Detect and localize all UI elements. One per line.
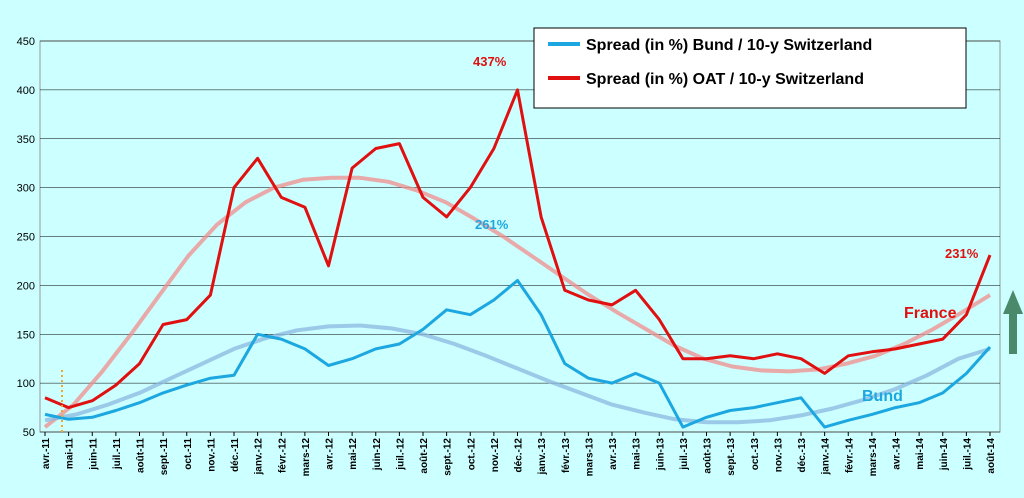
x-tick-label: déc.-12 (514, 438, 525, 473)
x-tick-label: janv.-14 (821, 438, 832, 476)
x-tick-label: déc.-11 (230, 438, 241, 472)
x-tick-label: nov.-11 (206, 438, 217, 472)
x-tick-label: févr.-14 (844, 438, 855, 473)
x-tick-label: juin-12 (372, 438, 383, 472)
x-tick-label: mai-14 (915, 438, 926, 470)
x-tick-label: mai-11 (65, 438, 76, 470)
bund-label: Bund (862, 388, 903, 405)
series-lines (43, 88, 992, 429)
x-tick-label: nov.-13 (773, 438, 784, 473)
y-tick-label: 50 (23, 427, 35, 439)
x-tick-label: juil.-11 (112, 438, 123, 471)
x-tick-label: mai-13 (632, 438, 643, 470)
x-tick-label: sept.-12 (443, 438, 454, 476)
legend: Spread (in %) Bund / 10-y Switzerland Sp… (533, 27, 967, 109)
y-tick-label: 250 (17, 232, 35, 244)
y-tick-label: 400 (17, 85, 35, 97)
x-tick-label: mars-13 (584, 438, 595, 477)
x-tick-label: oct.-11 (183, 438, 194, 470)
x-tick-label: juin-11 (88, 438, 99, 471)
x-tick-label: nov.-12 (490, 438, 501, 473)
x-tick-label: juil.-12 (395, 438, 406, 471)
x-tick-label: janv.-13 (537, 438, 548, 476)
x-tick-label: août-14 (986, 438, 997, 474)
bund-spread-line (44, 279, 992, 429)
x-tick-label: sept.-13 (726, 438, 737, 476)
x-tick-label: avr.-12 (325, 438, 336, 470)
y-tick-label: 350 (17, 134, 35, 146)
x-tick-label: mars-12 (301, 438, 312, 477)
legend-label-bund: Spread (in %) Bund / 10-y Switzerland (586, 37, 872, 54)
oat-peak-annotation: 437% (473, 54, 507, 69)
x-tick-label: août-11 (136, 438, 147, 473)
x-tick-label: oct.-12 (466, 438, 477, 471)
x-tick-label: janv.-12 (254, 438, 265, 476)
x-tick-label: juil.-14 (962, 438, 973, 471)
bund-trend-curve (44, 323, 991, 425)
oat-spread-line (44, 88, 992, 410)
y-tick-label: 300 (17, 183, 35, 195)
x-tick-label: avr.-14 (892, 438, 903, 470)
legend-label-oat: Spread (in %) OAT / 10-y Switzerland (586, 71, 864, 88)
x-tick-label: avr.-13 (608, 438, 619, 470)
bund-peak-annotation: 261% (475, 217, 509, 232)
y-tick-label: 100 (17, 378, 35, 390)
x-tick-label: mars-14 (868, 438, 879, 477)
x-tick-label: juil.-13 (679, 438, 690, 471)
x-tick-label: mai-12 (348, 438, 359, 470)
x-tick-label: août-12 (419, 438, 430, 474)
x-tick-label: juin-13 (655, 438, 666, 472)
x-tick-label: févr.-12 (277, 438, 288, 473)
x-tick-label: févr.-13 (561, 438, 572, 473)
y-tick-label: 150 (17, 329, 35, 341)
x-tick-label: sept.-11 (159, 438, 170, 476)
x-tick-label: déc.-13 (797, 438, 808, 473)
y-axis-ticks: 50 100 150 200 250 300 350 400 450 (17, 36, 35, 439)
x-tick-label: juin-14 (939, 438, 950, 472)
oat-last-annotation: 231% (945, 246, 979, 261)
up-arrow-icon (1003, 290, 1023, 354)
france-label: France (904, 305, 957, 322)
x-tick-label: avr.-11 (41, 438, 52, 470)
x-tick-label: oct.-13 (750, 438, 761, 471)
y-tick-label: 450 (17, 36, 35, 48)
x-axis-ticks: avr.-11 mai-11 juin-11 juil.-11 août-11 sept.… (41, 432, 997, 476)
x-tick-label: août-13 (703, 438, 714, 474)
y-tick-label: 200 (17, 280, 35, 292)
